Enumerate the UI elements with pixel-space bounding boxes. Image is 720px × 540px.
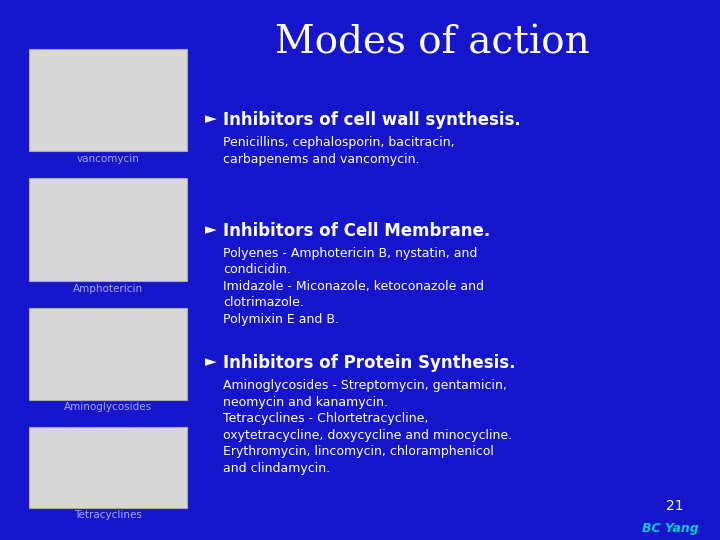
Text: Polyenes - Amphotericin B, nystatin, and
condicidin.
Imidazole - Miconazole, ket: Polyenes - Amphotericin B, nystatin, and… (223, 247, 484, 326)
Text: Tetracyclines: Tetracyclines (74, 510, 142, 521)
Bar (29, 178, 187, 281)
Text: vancomycin: vancomycin (76, 154, 140, 164)
Text: Aminoglycosides: Aminoglycosides (64, 402, 152, 413)
Text: Inhibitors of cell wall synthesis.: Inhibitors of cell wall synthesis. (223, 111, 521, 129)
Bar (29, 427, 187, 508)
Text: Aminoglycosides - Streptomycin, gentamicin,
neomycin and kanamycin.
Tetracycline: Aminoglycosides - Streptomycin, gentamic… (223, 379, 513, 475)
Text: BC Yang: BC Yang (642, 522, 698, 535)
Text: ►: ► (205, 354, 217, 369)
Text: Inhibitors of Protein Synthesis.: Inhibitors of Protein Synthesis. (223, 354, 516, 372)
Text: Modes of action: Modes of action (274, 24, 590, 62)
Bar (29, 49, 187, 151)
Bar (29, 308, 187, 400)
Text: Amphotericin: Amphotericin (73, 284, 143, 294)
Text: 21: 21 (667, 499, 684, 513)
Text: Inhibitors of Cell Membrane.: Inhibitors of Cell Membrane. (223, 222, 490, 240)
Text: Penicillins, cephalosporin, bacitracin,
carbapenems and vancomycin.: Penicillins, cephalosporin, bacitracin, … (223, 136, 455, 166)
Text: ►: ► (205, 222, 217, 238)
Text: ►: ► (205, 111, 217, 126)
